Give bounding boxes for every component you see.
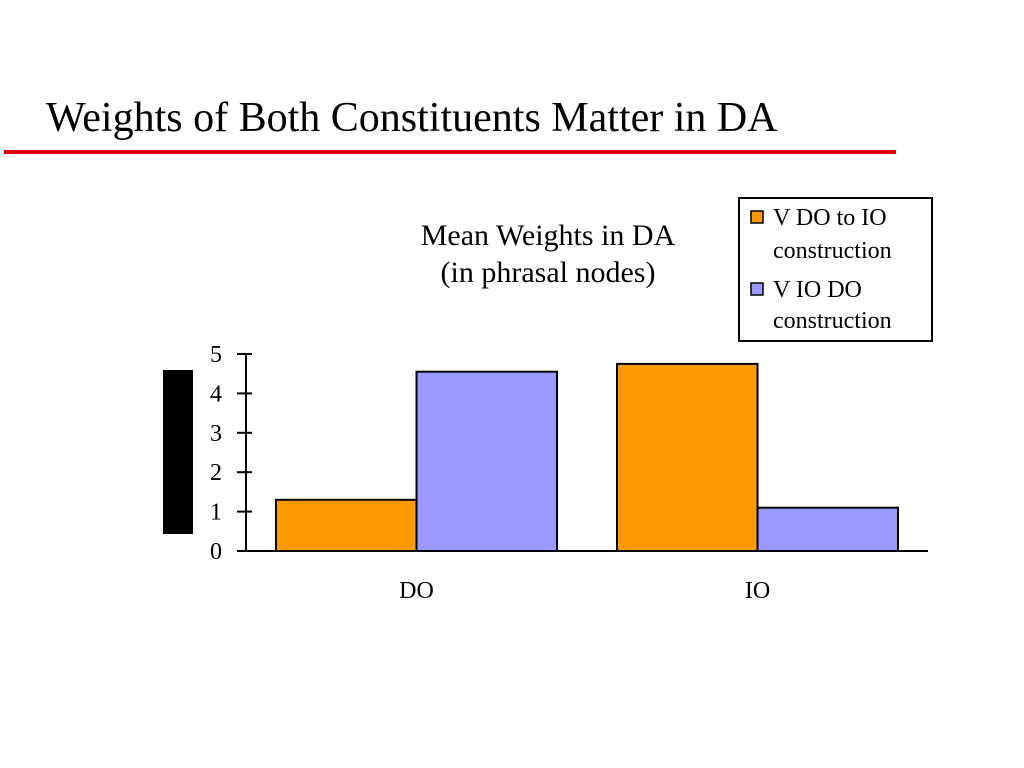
y-tick-label: 1 bbox=[210, 500, 222, 526]
bars-group bbox=[275, 362, 899, 553]
slide-title: Weights of Both Constituents Matter in D… bbox=[46, 95, 778, 141]
bar-do-series-1 bbox=[275, 498, 418, 552]
y-axis-label-block bbox=[163, 370, 193, 534]
y-ticks-group: 0 1 2 3 4 5 bbox=[210, 342, 252, 565]
bar-io-series-2 bbox=[756, 506, 899, 553]
legend-label-series-1-line-2: construction bbox=[773, 238, 892, 264]
x-tick-label-io: IO bbox=[745, 578, 770, 604]
legend-swatch-series-2 bbox=[750, 282, 764, 296]
y-tick-label: 5 bbox=[210, 342, 222, 368]
legend: V DO to IO construction V IO DO construc… bbox=[738, 197, 933, 342]
title-divider bbox=[4, 150, 896, 154]
legend-label-series-1-line-1: V DO to IO bbox=[773, 205, 887, 231]
axes-group bbox=[245, 354, 928, 552]
y-tick-label: 0 bbox=[210, 539, 222, 565]
chart-title-line-1: Mean Weights in DA bbox=[421, 219, 676, 252]
chart-title-line-2: (in phrasal nodes) bbox=[441, 256, 656, 289]
chart-title: Mean Weights in DA (in phrasal nodes) bbox=[421, 219, 676, 289]
bar-do-series-2 bbox=[415, 370, 558, 553]
x-labels-group: DO IO bbox=[399, 578, 770, 604]
x-tick-label-do: DO bbox=[399, 578, 434, 604]
legend-label-series-2-line-1: V IO DO bbox=[773, 277, 862, 303]
y-tick-label: 4 bbox=[210, 381, 222, 407]
legend-frame bbox=[738, 197, 933, 342]
y-tick-label: 3 bbox=[210, 421, 222, 447]
legend-label-series-2-line-2: construction bbox=[773, 308, 892, 334]
bar-io-series-1 bbox=[616, 362, 759, 552]
legend-swatch-series-1 bbox=[750, 210, 764, 224]
y-tick-label: 2 bbox=[210, 460, 222, 486]
